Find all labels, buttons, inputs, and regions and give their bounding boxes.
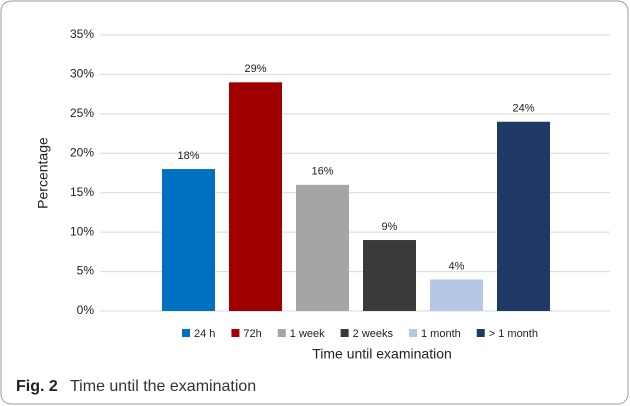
legend-swatch	[340, 329, 349, 337]
bar	[229, 82, 282, 311]
bar	[363, 240, 416, 311]
legend-swatch	[277, 329, 286, 337]
caption-label: Fig. 2	[16, 378, 58, 395]
bar	[430, 279, 483, 311]
data-label: 29%	[244, 63, 266, 75]
data-label: 24%	[512, 103, 534, 115]
data-label: 9%	[382, 221, 398, 233]
legend-label: 24 h	[194, 328, 215, 340]
data-label: 18%	[177, 150, 199, 162]
y-tick-label: 35%	[70, 27, 94, 41]
y-tick-label: 15%	[70, 185, 94, 199]
bar	[162, 169, 215, 311]
bar	[497, 121, 550, 311]
y-tick-label: 10%	[70, 224, 94, 238]
data-label: 4%	[449, 260, 465, 272]
legend-swatch	[231, 329, 240, 337]
x-axis-label: Time until examination	[312, 346, 452, 362]
legend-label: 2 weeks	[353, 328, 394, 340]
bar	[296, 184, 349, 311]
legend-label: 1 month	[421, 328, 461, 340]
y-tick-label: 25%	[70, 106, 94, 120]
y-axis-label: Percentage	[35, 137, 51, 209]
legend-label: > 1 month	[489, 328, 538, 340]
y-tick-label: 30%	[70, 67, 94, 81]
data-label: 16%	[311, 166, 333, 178]
legend-swatch	[476, 329, 485, 337]
legend-swatch	[409, 329, 417, 337]
caption-text: Time until the examination	[70, 378, 256, 395]
y-tick-label: 0%	[77, 303, 95, 317]
y-tick-label: 5%	[77, 264, 95, 278]
legend-label: 1 week	[290, 328, 325, 340]
legend-label: 72h	[243, 328, 261, 340]
y-tick-label: 20%	[70, 145, 94, 159]
legend-swatch	[182, 329, 190, 337]
